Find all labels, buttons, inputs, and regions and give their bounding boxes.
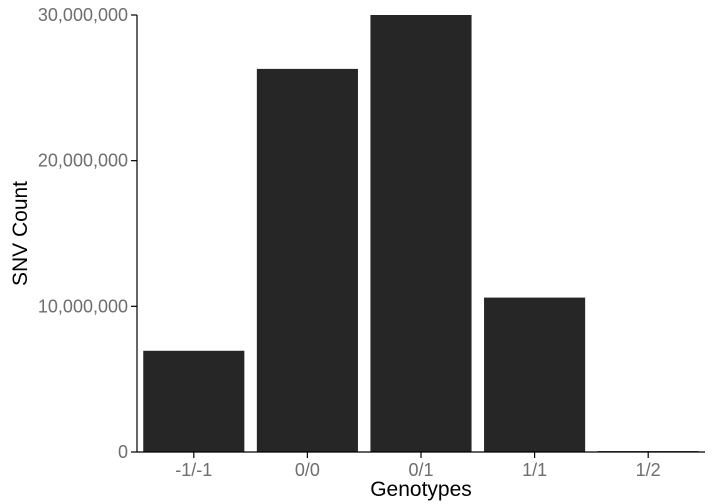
- y-tick-label: 20,000,000: [38, 151, 128, 171]
- x-tick-label: 0/0: [295, 460, 320, 480]
- bar-1/1: [484, 297, 586, 452]
- y-axis-ticks: 0 10,000,000 20,000,000 30,000,000: [38, 5, 137, 462]
- bar-0/1: [370, 15, 472, 452]
- bar--1/-1: [143, 350, 245, 452]
- x-axis-title: Genotypes: [370, 478, 472, 501]
- y-tick-label: 10,000,000: [38, 296, 128, 316]
- x-axis-ticks: -1/-1 0/0 0/1 1/1 1/2: [175, 452, 661, 480]
- x-tick-label: -1/-1: [175, 460, 212, 480]
- x-tick-label: 0/1: [408, 460, 433, 480]
- x-tick-label: 1/1: [522, 460, 547, 480]
- y-tick-label: 30,000,000: [38, 5, 128, 25]
- y-axis-title: SNV Count: [9, 181, 32, 286]
- y-tick-label: 0: [118, 442, 128, 462]
- bars-group: [143, 15, 699, 453]
- x-tick-label: 1/2: [636, 460, 661, 480]
- bar-0/0: [256, 68, 358, 452]
